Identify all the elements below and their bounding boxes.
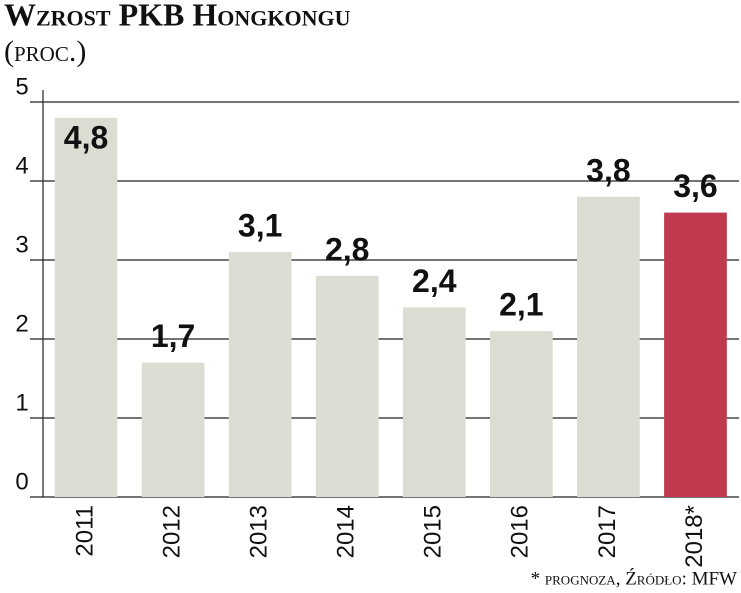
bar [315,275,379,497]
chart-subtitle: (proc.) [4,35,86,68]
bar [490,331,553,497]
bar [577,196,640,498]
chart-title: Wzrost PKB Hongkongu [4,0,351,32]
y-tick-label: 5 [15,73,28,100]
bar [664,212,727,497]
value-label: 4,8 [64,119,108,155]
value-label: 2,8 [325,231,369,267]
bar [228,252,292,497]
bar [402,307,466,497]
value-label: 3,6 [673,168,717,204]
x-tick-label: 2014 [333,505,360,558]
x-tick-label: 2011 [71,505,98,557]
value-label: 1,7 [151,318,195,354]
y-tick-label: 1 [15,389,28,416]
value-label: 2,1 [499,287,543,323]
bar [141,362,205,497]
x-tick-label: 2015 [420,505,447,558]
x-tick-label: 2016 [507,505,534,558]
x-tick-label: 2017 [594,505,621,558]
value-label: 3,8 [586,152,630,188]
y-tick-label: 0 [15,468,28,495]
y-tick-label: 4 [15,152,28,179]
bar [54,117,118,498]
value-label: 3,1 [238,208,282,244]
value-label: 2,4 [412,263,457,299]
y-tick-label: 3 [15,231,28,258]
y-tick-label: 2 [15,310,28,337]
note: * prognoza, Źródło: MFW [531,567,737,589]
x-tick-label: 2012 [158,505,185,558]
x-tick-label: 2013 [246,505,273,558]
x-tick-label: 2018* [681,505,708,568]
